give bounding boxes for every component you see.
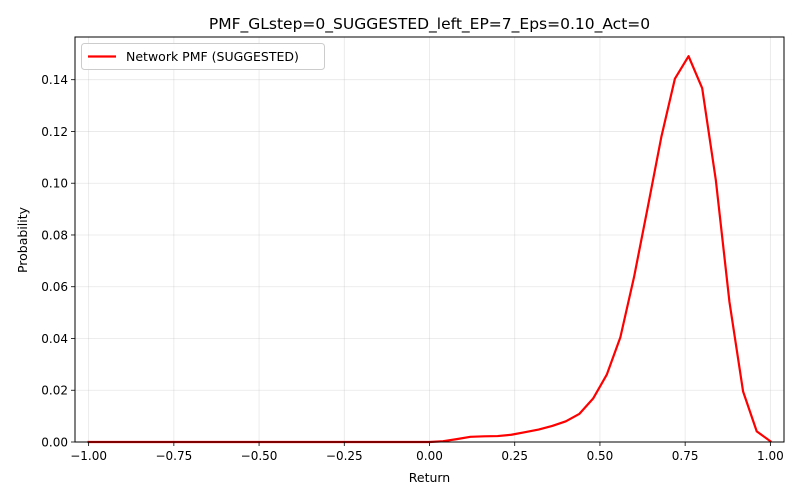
x-tick-label: 0.50: [587, 449, 614, 463]
grid-lines: [75, 37, 784, 443]
y-tick-label: 0.12: [41, 125, 68, 139]
x-tick-label: −0.75: [155, 449, 192, 463]
y-tick-label: 0.04: [41, 332, 68, 346]
x-tick-label: −0.50: [241, 449, 278, 463]
y-tick-label: 0.10: [41, 177, 68, 191]
x-tick-label: 0.25: [501, 449, 528, 463]
x-tick-label: 0.75: [672, 449, 699, 463]
x-tick-label: 0.00: [416, 449, 443, 463]
x-tick-label: 1.00: [757, 449, 784, 463]
y-tick-label: 0.00: [41, 436, 68, 450]
x-tick-label: −0.25: [326, 449, 363, 463]
y-axis-ticks: 0.00 0.02 0.04 0.06 0.08 0.10 0.12 0.14: [41, 73, 75, 450]
legend-label-network-pmf: Network PMF (SUGGESTED): [126, 49, 299, 64]
chart-title: PMF_GLstep=0_SUGGESTED_left_EP=7_Eps=0.1…: [209, 15, 650, 34]
y-tick-label: 0.06: [41, 280, 68, 294]
y-axis-label: Probability: [15, 206, 30, 273]
x-axis-label: Return: [409, 470, 450, 485]
legend-box: [81, 43, 325, 70]
x-axis-ticks: −1.00 −0.75 −0.50 −0.25 0.00 0.25 0.50 0.75 1.00: [70, 442, 784, 463]
y-tick-label: 0.14: [41, 73, 68, 87]
x-tick-label: −1.00: [70, 449, 107, 463]
y-tick-label: 0.02: [41, 384, 68, 398]
y-tick-label: 0.08: [41, 228, 68, 242]
legend: Network PMF (SUGGESTED): [81, 43, 325, 70]
